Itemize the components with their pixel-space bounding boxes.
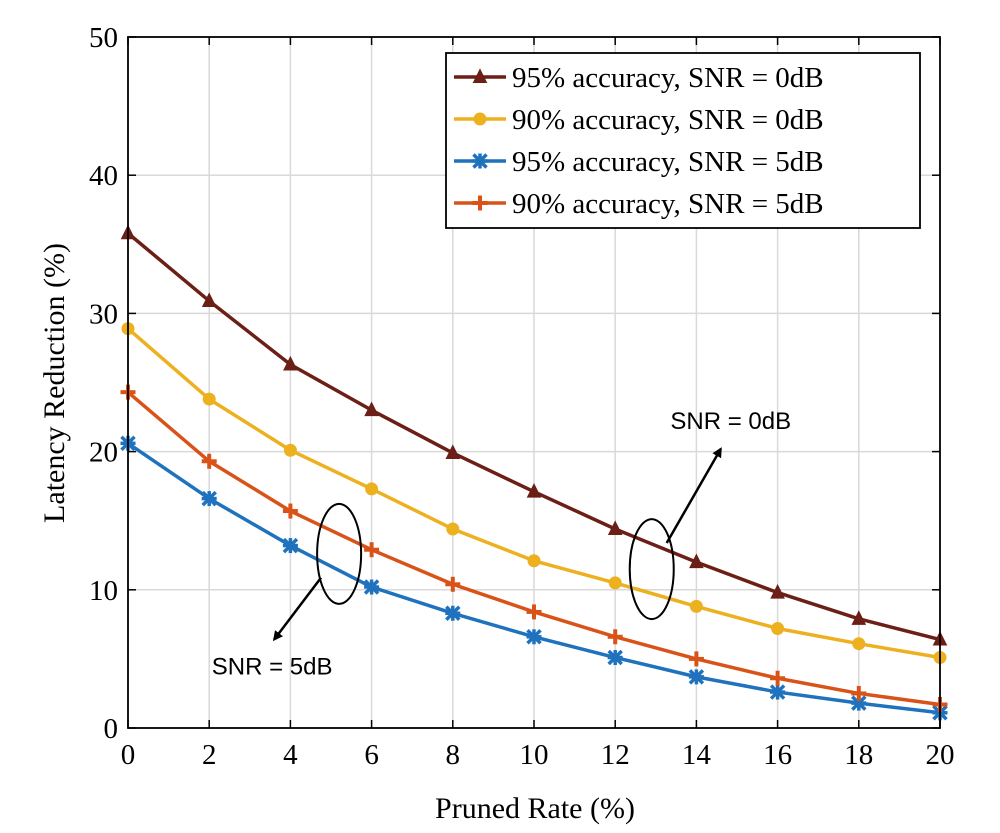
y-axis-title: Latency Reduction (%): [38, 243, 71, 523]
x-tick-label: 10: [520, 739, 549, 771]
annotation-2: SNR = 5dB: [212, 502, 363, 681]
data-point: [282, 503, 298, 519]
legend-marker: [472, 153, 488, 169]
data-point: [201, 292, 217, 307]
data-point: [445, 576, 461, 592]
legend: 95% accuracy, SNR = 0dB 90% accuracy, SNR…: [445, 52, 921, 229]
data-point: [608, 576, 622, 590]
data-point: [201, 453, 217, 469]
data-point: [526, 483, 542, 498]
data-point: [446, 522, 460, 536]
annotation-arrow: [665, 447, 722, 544]
x-tick-label: 2: [202, 739, 217, 771]
y-tick-label: 0: [104, 713, 119, 745]
series-1: [120, 224, 948, 646]
data-point: [364, 401, 379, 417]
x-tick-label: 20: [926, 739, 955, 771]
data-point: [771, 621, 785, 635]
data-point: [282, 537, 299, 554]
data-point: [445, 444, 461, 459]
data-point: [688, 651, 704, 667]
legend-label: 90% accuracy, SNR = 0dB: [512, 104, 824, 136]
x-tick-label: 14: [682, 739, 712, 771]
data-point: [527, 554, 541, 568]
series-2: [121, 322, 947, 665]
legend-item: 90% accuracy, SNR = 0dB: [454, 104, 824, 136]
annotation-label: SNR = 5dB: [212, 654, 333, 681]
data-point: [769, 684, 786, 700]
legend-item: 90% accuracy, SNR = 5dB: [454, 188, 824, 220]
data-point: [526, 629, 542, 645]
annotation-ellipse: [628, 518, 675, 621]
legend-box: [445, 52, 921, 229]
annotation-label: SNR = 0dB: [670, 408, 791, 435]
data-point: [283, 355, 298, 371]
data-point: [689, 599, 703, 613]
data-point: [283, 443, 297, 457]
data-point: [770, 670, 786, 686]
legend-label: 90% accuracy, SNR = 5dB: [512, 188, 824, 220]
data-point: [607, 649, 623, 666]
data-point: [607, 629, 623, 645]
legend-item: 95% accuracy, SNR = 0dB: [454, 62, 824, 94]
legend-label: 95% accuracy, SNR = 0dB: [512, 62, 824, 94]
x-tick-label: 6: [364, 739, 379, 771]
y-tick-label: 50: [89, 22, 118, 54]
y-tick-label: 10: [89, 575, 118, 607]
x-tick-label: 0: [121, 739, 136, 771]
legend-marker: [473, 112, 487, 126]
y-tick-label: 30: [89, 298, 118, 330]
x-tick-label: 4: [283, 739, 298, 771]
annotation-1: SNR = 0dB: [628, 408, 791, 621]
legend-label: 95% accuracy, SNR = 5dB: [512, 146, 824, 178]
x-tick-label: 8: [446, 739, 461, 771]
data-point: [688, 669, 705, 685]
x-axis-title: Pruned Rate (%): [435, 792, 635, 825]
annotation-ellipse: [316, 502, 363, 605]
x-tick-label: 12: [601, 739, 630, 771]
data-point: [851, 610, 867, 625]
data-point: [363, 579, 380, 595]
data-point: [364, 542, 380, 558]
data-point: [607, 520, 623, 535]
legend-marker: [472, 68, 488, 83]
data-point: [201, 490, 217, 507]
legend-marker: [472, 195, 488, 211]
data-point: [202, 392, 216, 406]
data-point: [689, 553, 704, 569]
data-point: [851, 685, 867, 701]
data-point: [852, 637, 866, 651]
data-point: [445, 605, 461, 622]
annotation-arrow: [272, 577, 322, 642]
data-point: [770, 583, 785, 599]
legend-item: 95% accuracy, SNR = 5dB: [454, 146, 824, 178]
data-point: [365, 482, 379, 496]
data-point: [526, 604, 542, 620]
y-tick-label: 40: [89, 160, 118, 192]
x-tick-label: 18: [844, 739, 873, 771]
y-tick-label: 20: [89, 437, 118, 469]
x-tick-label: 16: [763, 739, 792, 771]
